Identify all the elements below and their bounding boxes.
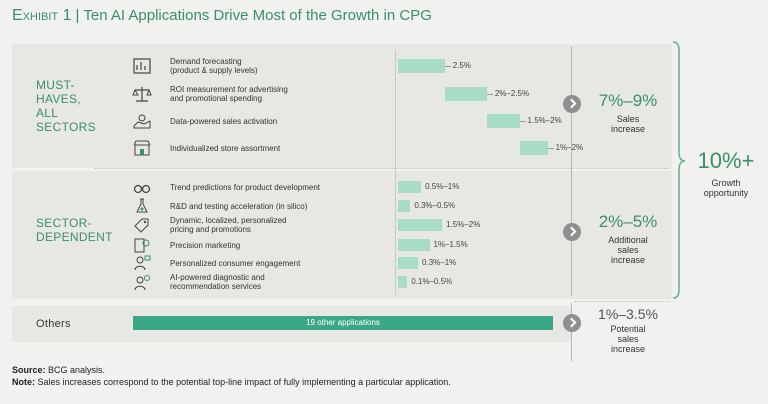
binoculars-icon [132, 178, 152, 196]
target-device-icon [132, 236, 152, 254]
others-bar: 19 other applications [133, 316, 553, 330]
bar-value-label: 1.5%–2% [446, 220, 481, 229]
application-label: Personalized consumer engagement [170, 259, 301, 268]
bar [398, 181, 422, 193]
person-chat-icon [132, 254, 152, 272]
source-line: Source: BCG analysis. [12, 365, 106, 375]
subtotal-label: Additional sales increase [608, 235, 648, 265]
map-pin-icon [132, 112, 152, 130]
application-label: Dynamic, localized, personalized pricing … [170, 216, 287, 234]
application-label: Trend predictions for product developmen… [170, 183, 321, 192]
application-label: Precision marketing [170, 241, 241, 250]
leader-line [486, 94, 493, 95]
panel-must-haves [12, 44, 672, 168]
application-label: R&D and testing acceleration (in silico) [170, 202, 308, 211]
bar-value-label: 0.3%–1% [422, 258, 457, 267]
footnotes: Source: BCG analysis. Note: Sales increa… [12, 364, 451, 388]
leader-line [519, 121, 526, 122]
balance-scale-icon [132, 85, 152, 103]
leader-line [547, 148, 554, 149]
subtotal-value: 1%–3.5% [598, 306, 658, 322]
total-value: 10%+ [697, 148, 755, 173]
exhibit-title: Exhibit 1 | Ten AI Applications Drive Most… [12, 7, 432, 25]
application-label: Demand forecasting (product & supply leve… [170, 57, 258, 75]
bar [398, 239, 430, 251]
storefront-icon [132, 139, 152, 157]
waterfall-bar [398, 59, 445, 73]
subtotal-value: 7%–9% [598, 91, 658, 110]
chevron-right-icon [563, 95, 581, 113]
application-label: ROI measurement for advertising and promo… [170, 85, 288, 103]
group-label-must-haves: MUST- HAVES, ALL SECTORS [36, 78, 96, 134]
total-bracket [672, 41, 686, 299]
subtotal-label: Potential sales increase [610, 324, 646, 354]
application-label: Data-powered sales activation [170, 117, 278, 126]
waterfall-bar [444, 87, 487, 101]
group-separator [95, 168, 669, 169]
lab-flask-icon [132, 197, 152, 215]
divider-line-others [571, 303, 572, 361]
exhibit-number: Exhibit 1 [12, 7, 72, 24]
note-line: Note: Sales increases correspond to the … [12, 377, 451, 387]
bar-value-label: 0.3%–0.5% [414, 201, 456, 210]
bar [398, 257, 419, 269]
bar [398, 200, 411, 212]
bar-value-label: 0.1%–0.5% [411, 277, 453, 286]
bar-value-label: 1.5%–2% [527, 116, 562, 125]
chart-title: Ten AI Applications Drive Most of the Gr… [83, 7, 432, 24]
waterfall-bar [486, 114, 520, 128]
others-label: Others [36, 318, 71, 330]
bar [398, 276, 408, 288]
panel-sector-dependent [12, 171, 672, 299]
bar-value-label: 0.5%–1% [425, 182, 460, 191]
bar-value-label: 2.5% [452, 61, 471, 70]
chevron-right-icon [563, 314, 581, 332]
person-bulb-icon [132, 273, 152, 291]
price-tag-icon [132, 216, 152, 234]
bar [398, 219, 443, 231]
bar-value-label: 1%–1.5% [433, 240, 468, 249]
chevron-right-icon [563, 223, 581, 241]
bar-value-label: 1%–2% [555, 143, 584, 152]
forecast-chart-icon [132, 57, 152, 75]
waterfall-bar [519, 141, 548, 155]
bar-value-label: 2%–2.5% [494, 89, 530, 98]
divider-line-summary [571, 46, 572, 296]
total-label: Growth opportunity [703, 178, 749, 198]
application-label: Individualized store assortment [170, 144, 281, 153]
title-separator: | [75, 7, 80, 24]
divider-line-bars [395, 50, 396, 295]
subtotal-value: 2%–5% [598, 212, 658, 231]
subtotal-label: Sales increase [610, 114, 646, 134]
leader-line [444, 66, 451, 67]
group-label-sector-dependent: SECTOR- DEPENDENT [36, 216, 113, 244]
application-label: AI-powered diagnostic and recommendation … [170, 273, 265, 291]
others-separator [574, 301, 670, 302]
